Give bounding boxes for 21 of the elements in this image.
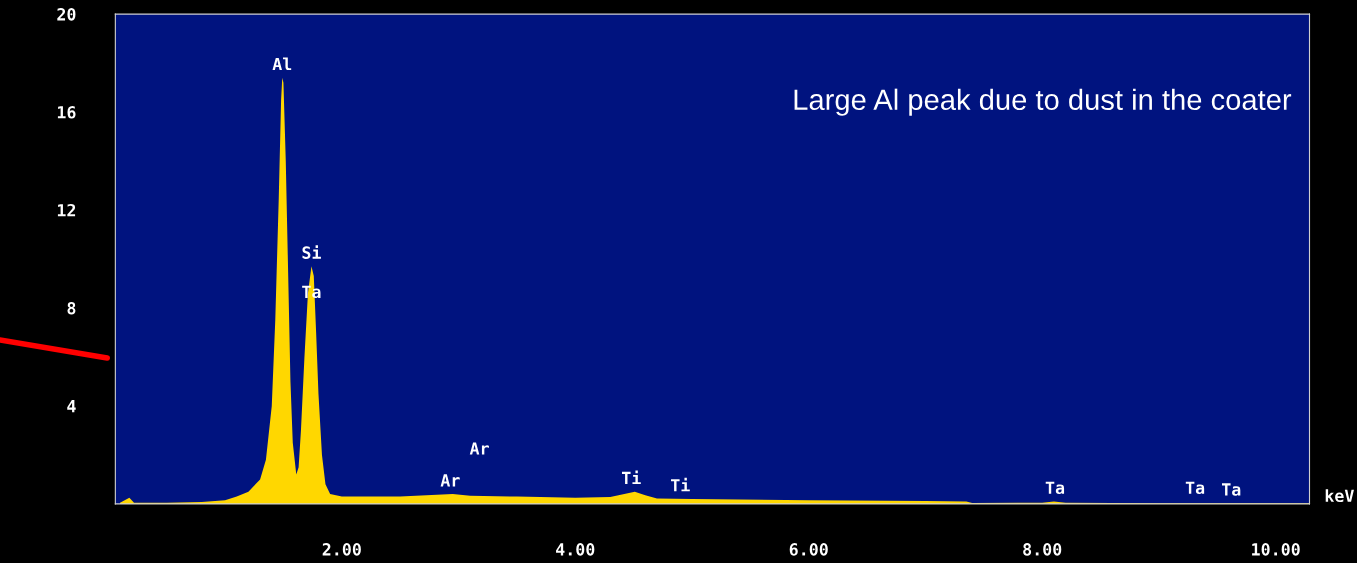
annotation: Ta bbox=[1185, 481, 1205, 495]
annotation: Al bbox=[272, 57, 292, 71]
annotation: Ta bbox=[1221, 483, 1241, 496]
y-tick-label: 4 bbox=[67, 400, 76, 413]
annotation: Ti bbox=[621, 470, 641, 485]
y-tick-label: 8 bbox=[67, 301, 76, 315]
annotation: Large Al peak due to dust in the coater bbox=[794, 88, 1292, 116]
y-tick-label: 16 bbox=[57, 106, 76, 119]
x-tick-label: 10.00 bbox=[1252, 543, 1300, 556]
annotation: Si bbox=[302, 245, 321, 259]
annotation: Ta bbox=[1045, 481, 1065, 495]
x-axis-title: keV bbox=[1325, 489, 1354, 503]
y-tick-label: 12 bbox=[57, 203, 76, 217]
annotation: Ti bbox=[671, 477, 690, 492]
x-tick-label: 8.00 bbox=[1023, 543, 1062, 556]
x-tick-label: 4.00 bbox=[556, 543, 595, 556]
x-tick-label: 6.00 bbox=[789, 543, 828, 556]
y-tick-label: 20 bbox=[57, 8, 76, 21]
x-tick-label: 2.00 bbox=[322, 543, 361, 556]
annotation: Ar bbox=[440, 474, 460, 487]
annotation: Ar bbox=[469, 442, 489, 455]
